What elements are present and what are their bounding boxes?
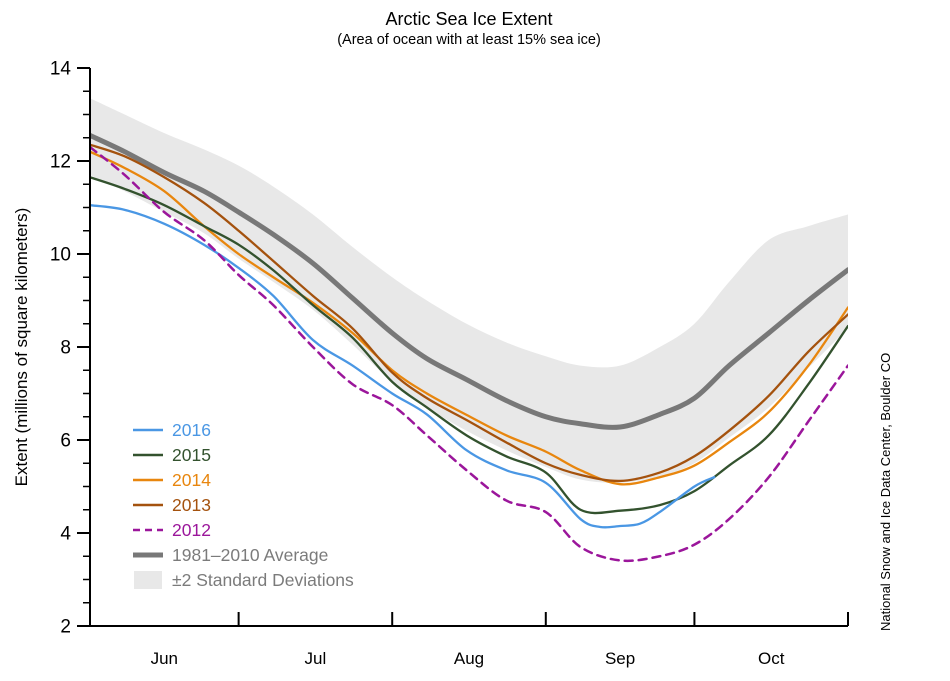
x-month-label: Jul <box>305 649 327 668</box>
legend-band-swatch <box>134 571 162 589</box>
legend-label: 1981–2010 Average <box>172 545 328 565</box>
average-line <box>90 132 848 430</box>
series-line-2014 <box>90 150 848 486</box>
legend-item--2-standard-deviations: ±2 Standard Deviations <box>134 570 354 590</box>
x-month-label: Aug <box>454 649 484 668</box>
y-tick-label: 2 <box>60 617 71 638</box>
series-line-2012 <box>90 145 848 563</box>
legend-item-2012: 2012 <box>133 520 211 540</box>
series-line-2016 <box>90 204 716 529</box>
legend-label: 2015 <box>172 445 211 465</box>
chart-subtitle: (Area of ocean with at least 15% sea ice… <box>337 32 601 48</box>
x-month-label: Oct <box>758 649 785 668</box>
series-line-2015 <box>90 176 848 515</box>
y-axis-ticks: 2 4 6 8 10 12 14 <box>50 59 90 638</box>
y-tick-label: 6 <box>60 431 71 452</box>
x-month-label: Sep <box>605 649 635 668</box>
legend-item-2014: 2014 <box>133 470 211 490</box>
data-center-credit: National Snow and Ice Data Center, Bould… <box>878 352 893 631</box>
legend-item-2016: 2016 <box>133 420 211 440</box>
legend-item-1981-2010-average: 1981–2010 Average <box>133 545 328 565</box>
std-dev-band <box>90 98 848 483</box>
plot-area <box>90 98 848 563</box>
x-axis-ticks: Jun Jul Aug Sep Oct <box>151 612 849 668</box>
legend-item-2013: 2013 <box>133 495 211 515</box>
legend-label: ±2 Standard Deviations <box>172 570 354 590</box>
y-axis-title: Extent (millions of square kilometers) <box>12 208 31 487</box>
y-tick-label: 8 <box>60 338 71 359</box>
chart-title: Arctic Sea Ice Extent <box>385 9 553 29</box>
y-tick-label: 12 <box>50 152 71 173</box>
y-tick-label: 4 <box>60 524 71 545</box>
legend-label: 2012 <box>172 520 211 540</box>
y-tick-label: 10 <box>50 245 71 266</box>
legend-label: 2013 <box>172 495 211 515</box>
legend-item-2015: 2015 <box>133 445 211 465</box>
legend: 2016 2015 2014 2013 2012 1981–2010 Average ±2 … <box>133 420 354 590</box>
legend-label: 2016 <box>172 420 211 440</box>
series-line-2013 <box>90 143 848 483</box>
legend-label: 2014 <box>172 470 211 490</box>
y-tick-label: 14 <box>50 59 72 80</box>
x-month-label: Jun <box>151 649 178 668</box>
